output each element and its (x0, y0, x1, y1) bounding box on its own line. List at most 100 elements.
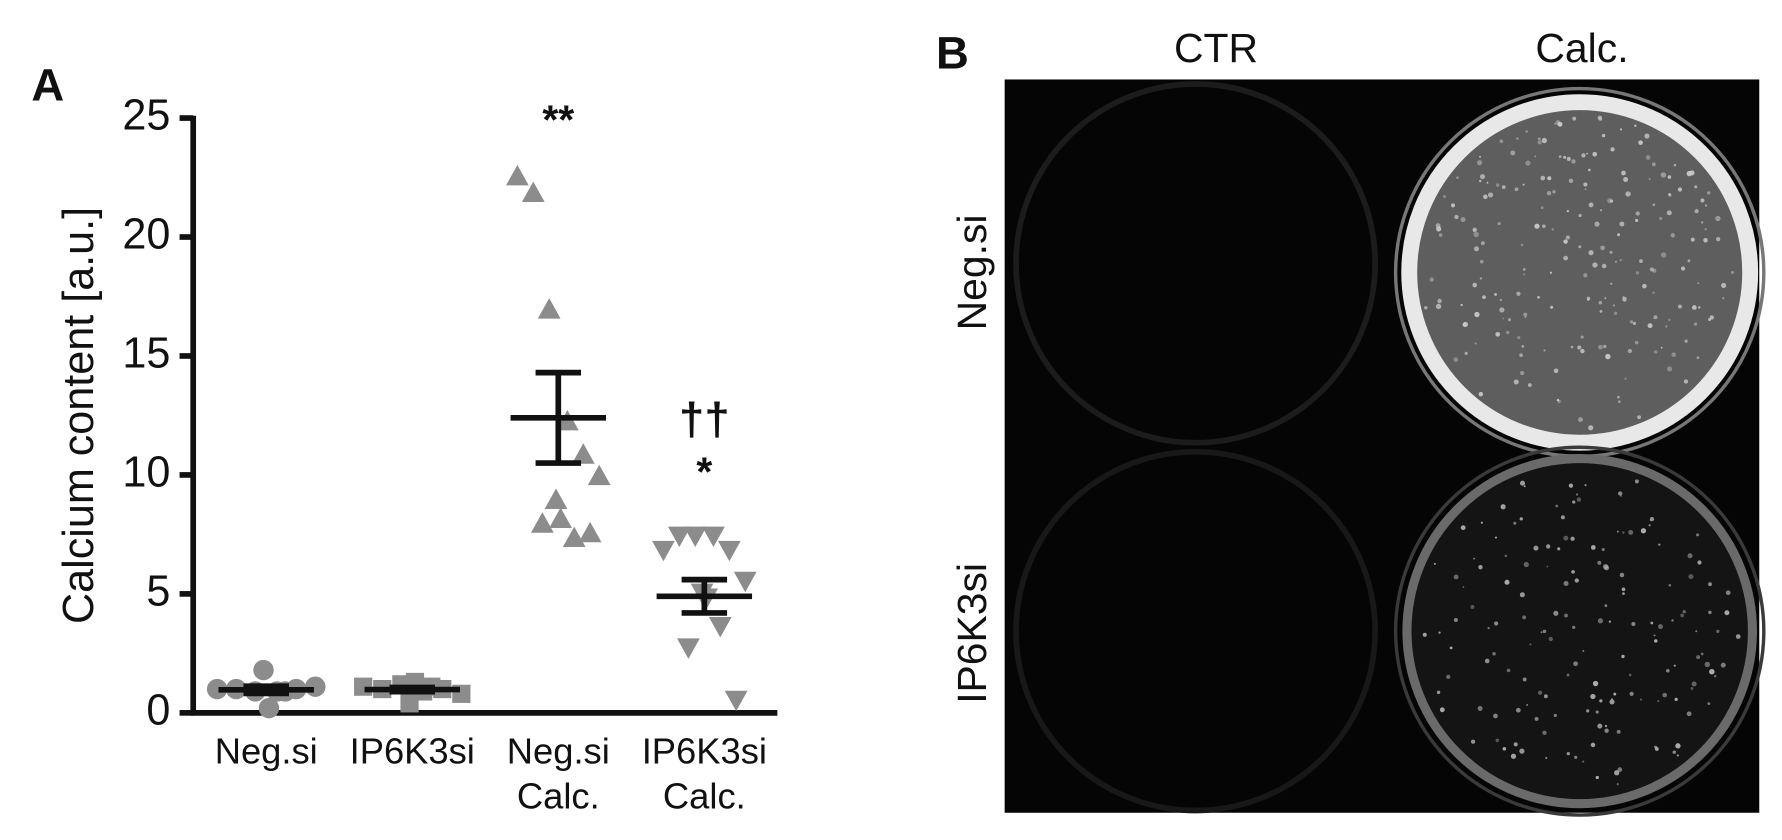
speckle (1709, 668, 1715, 675)
speckle (1438, 233, 1443, 237)
speckle (1587, 298, 1590, 301)
well (1402, 454, 1757, 809)
data-point (506, 164, 529, 186)
speckle (1653, 634, 1656, 637)
speckle (1700, 652, 1704, 656)
speckle (1499, 307, 1505, 313)
speckle (1462, 321, 1468, 327)
speckle (1622, 296, 1625, 299)
speckle (1658, 543, 1661, 546)
speckle (1555, 504, 1559, 508)
speckle (1599, 699, 1603, 703)
speckle (1722, 297, 1725, 300)
speckle (1581, 153, 1586, 158)
speckle (1609, 699, 1615, 705)
speckle (1654, 639, 1658, 643)
speckle (1492, 652, 1496, 656)
speckle (1506, 330, 1510, 335)
speckle (1510, 753, 1517, 759)
speckle (1519, 748, 1525, 754)
data-point (652, 540, 675, 562)
speckle (1477, 160, 1483, 166)
speckle (1666, 668, 1670, 673)
speckle (1580, 348, 1585, 354)
speckle (1443, 194, 1446, 198)
speckle (1533, 545, 1539, 551)
speckle (1522, 615, 1527, 620)
speckle (1721, 282, 1727, 288)
speckle (1504, 579, 1510, 585)
speckle (1438, 631, 1441, 634)
speckle (1697, 306, 1701, 309)
speckle (1638, 140, 1643, 145)
speckle (1668, 584, 1672, 587)
speckle (1621, 170, 1626, 176)
speckle (1644, 133, 1650, 139)
speckle (1495, 331, 1501, 337)
speckle (1449, 646, 1453, 650)
speckle (1639, 259, 1643, 263)
speckle (1563, 580, 1569, 587)
speckle (1578, 214, 1582, 218)
speckle (1602, 564, 1609, 570)
speckle (1471, 739, 1476, 744)
speckle (1624, 377, 1627, 380)
speckle (1580, 335, 1584, 339)
speckle (1495, 738, 1500, 743)
speckle (1519, 592, 1525, 598)
speckle (1554, 122, 1557, 125)
speckle (1479, 155, 1482, 158)
speckle (1690, 687, 1694, 690)
speckle (1604, 724, 1608, 728)
speckle (1565, 235, 1571, 240)
speckle (1576, 497, 1582, 502)
speckle (1683, 379, 1689, 384)
speckle (1631, 622, 1636, 627)
speckle (1586, 152, 1589, 155)
speckle (1563, 155, 1567, 159)
data-point (708, 616, 732, 638)
speckle (1617, 233, 1621, 237)
data-point (531, 512, 554, 533)
speckle (1617, 767, 1623, 772)
speckle (1629, 320, 1634, 324)
data-point (253, 659, 274, 681)
speckle (1486, 181, 1489, 184)
speckle (1671, 619, 1674, 622)
speckle (1575, 493, 1579, 496)
y-axis-label: Calcium content [a.u.] (55, 207, 103, 624)
speckle (1478, 565, 1483, 570)
speckle (1674, 697, 1678, 702)
speckle (1649, 516, 1655, 522)
speckle (1690, 237, 1695, 242)
speckle (1720, 662, 1726, 668)
speckle (1682, 610, 1686, 614)
speckle (1517, 336, 1521, 340)
speckle (1620, 494, 1622, 497)
speckle (1433, 562, 1436, 565)
speckle (1623, 177, 1629, 183)
speckle (1453, 357, 1459, 363)
speckle (1632, 321, 1637, 326)
speckle (1446, 674, 1451, 679)
x-tick-label: Neg.si (215, 730, 318, 771)
speckle (1450, 203, 1456, 208)
speckle (1635, 271, 1640, 275)
speckle (1474, 311, 1480, 318)
speckle (1582, 650, 1585, 653)
speckle (1696, 356, 1700, 360)
speckle (1523, 273, 1526, 276)
y-tick-label: 10 (122, 448, 170, 496)
speckle (1667, 366, 1673, 372)
speckle (1687, 259, 1691, 263)
speckle (1477, 706, 1483, 711)
speckle (1472, 282, 1478, 288)
data-point (544, 488, 568, 509)
speckle (1586, 709, 1590, 713)
speckle (1473, 231, 1479, 238)
speckle (1618, 491, 1623, 496)
speckle (1584, 484, 1587, 487)
speckle (1598, 344, 1603, 350)
speckle (1540, 206, 1544, 210)
speckle (1597, 618, 1603, 624)
